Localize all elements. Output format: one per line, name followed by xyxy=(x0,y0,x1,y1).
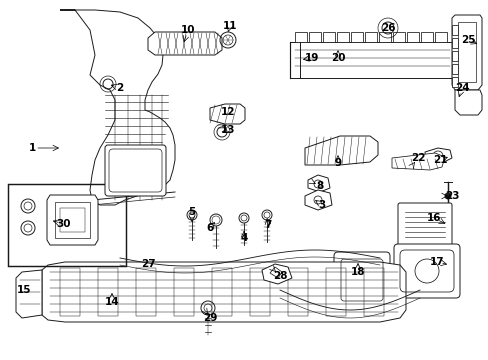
Polygon shape xyxy=(262,264,291,284)
Text: 4: 4 xyxy=(240,233,247,243)
Bar xyxy=(457,22,475,82)
Circle shape xyxy=(444,193,450,199)
FancyBboxPatch shape xyxy=(105,145,165,196)
Polygon shape xyxy=(148,32,222,55)
Text: 29: 29 xyxy=(203,313,217,323)
FancyBboxPatch shape xyxy=(397,203,451,247)
Text: 2: 2 xyxy=(116,83,123,93)
Text: 12: 12 xyxy=(220,107,235,117)
Polygon shape xyxy=(307,175,329,192)
Polygon shape xyxy=(378,32,390,42)
Polygon shape xyxy=(451,25,457,35)
Text: 25: 25 xyxy=(460,35,474,45)
Text: 19: 19 xyxy=(304,53,319,63)
Polygon shape xyxy=(364,32,376,42)
Polygon shape xyxy=(391,153,444,170)
Polygon shape xyxy=(294,32,306,42)
Text: 18: 18 xyxy=(350,267,365,277)
Bar xyxy=(363,268,383,316)
Text: 10: 10 xyxy=(181,25,195,35)
Text: 16: 16 xyxy=(426,213,440,223)
Polygon shape xyxy=(451,77,457,87)
Text: 13: 13 xyxy=(220,125,235,135)
Bar xyxy=(249,268,269,316)
Polygon shape xyxy=(60,10,175,205)
Text: 30: 30 xyxy=(57,219,71,229)
Bar xyxy=(174,268,194,316)
Text: 15: 15 xyxy=(17,285,31,295)
Bar xyxy=(212,268,231,316)
Text: 26: 26 xyxy=(380,23,394,33)
Text: 1: 1 xyxy=(28,143,36,153)
Bar xyxy=(98,268,118,316)
Bar xyxy=(287,268,307,316)
Bar xyxy=(60,208,85,232)
Polygon shape xyxy=(406,32,418,42)
Polygon shape xyxy=(305,136,377,165)
Polygon shape xyxy=(305,190,331,210)
Text: 6: 6 xyxy=(206,223,213,233)
Polygon shape xyxy=(42,262,405,322)
FancyBboxPatch shape xyxy=(333,252,389,308)
Polygon shape xyxy=(424,148,451,164)
Polygon shape xyxy=(16,270,42,318)
Polygon shape xyxy=(392,32,404,42)
FancyBboxPatch shape xyxy=(393,244,459,298)
Polygon shape xyxy=(336,32,348,42)
Text: 22: 22 xyxy=(410,153,425,163)
Text: 17: 17 xyxy=(429,257,444,267)
Bar xyxy=(136,268,156,316)
Bar xyxy=(8,184,126,266)
Polygon shape xyxy=(454,90,481,115)
Text: 27: 27 xyxy=(141,259,155,269)
Text: 3: 3 xyxy=(318,200,325,210)
Polygon shape xyxy=(420,32,432,42)
Polygon shape xyxy=(451,51,457,61)
Text: 8: 8 xyxy=(316,181,323,191)
Bar xyxy=(349,268,373,292)
Polygon shape xyxy=(269,267,282,278)
Polygon shape xyxy=(47,195,98,245)
Polygon shape xyxy=(451,15,481,90)
Polygon shape xyxy=(434,32,446,42)
Text: 21: 21 xyxy=(432,155,447,165)
Text: 20: 20 xyxy=(330,53,345,63)
Text: 7: 7 xyxy=(264,220,271,230)
Bar xyxy=(55,202,90,238)
Polygon shape xyxy=(350,32,362,42)
Polygon shape xyxy=(451,38,457,48)
Polygon shape xyxy=(323,32,334,42)
Polygon shape xyxy=(289,42,454,78)
Text: 23: 23 xyxy=(444,191,458,201)
Text: 9: 9 xyxy=(334,158,341,168)
Text: 24: 24 xyxy=(454,83,468,93)
Text: 28: 28 xyxy=(272,271,286,281)
Polygon shape xyxy=(451,64,457,74)
Text: 11: 11 xyxy=(223,21,237,31)
Text: 14: 14 xyxy=(104,297,119,307)
Bar xyxy=(60,268,80,316)
Polygon shape xyxy=(209,104,244,124)
Bar xyxy=(325,268,346,316)
Polygon shape xyxy=(308,32,320,42)
Text: 5: 5 xyxy=(188,207,195,217)
